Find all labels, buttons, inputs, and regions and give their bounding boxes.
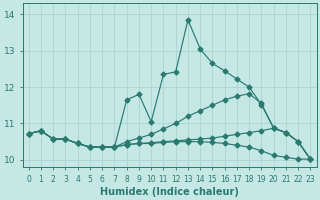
X-axis label: Humidex (Indice chaleur): Humidex (Indice chaleur) [100, 187, 239, 197]
